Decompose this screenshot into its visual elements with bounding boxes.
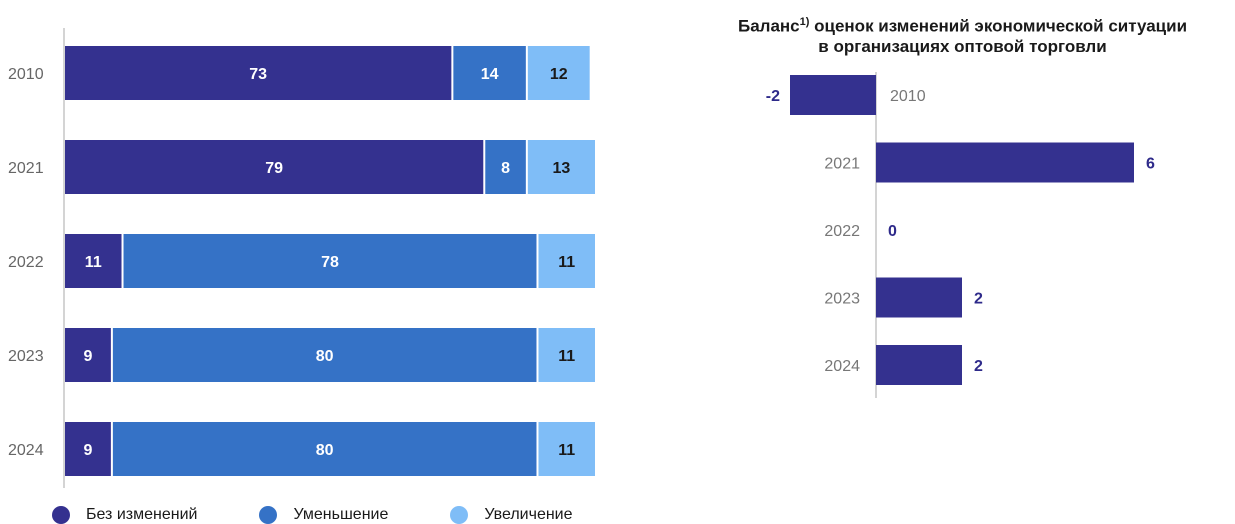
data-label: 11 [558, 254, 575, 271]
bar-segment [538, 422, 595, 476]
category-label: 2022 [8, 254, 44, 271]
bar-segment [112, 422, 537, 476]
category-label: 2010 [8, 66, 44, 83]
bar [876, 345, 962, 385]
bar-segment [538, 328, 595, 382]
bar-segment [65, 422, 111, 476]
legend-label: Уменьшение [293, 506, 389, 523]
data-label: 2 [974, 291, 983, 308]
data-label: -2 [766, 88, 780, 105]
data-label: 0 [888, 223, 897, 240]
balance-bar-chart: 2010 -2 2021 6 2022 0 2023 2 2024 2 [766, 72, 1155, 398]
data-label: 9 [83, 348, 92, 365]
bar [876, 142, 1134, 183]
category-label: 2021 [8, 160, 44, 177]
data-label: 6 [1146, 156, 1155, 173]
chart-title: Баланс1) оценок изменений экономической … [690, 12, 1235, 57]
legend-label: Без изменений [86, 506, 198, 523]
bar-segment [527, 46, 590, 100]
category-label: 2023 [8, 348, 44, 365]
category-label: 2021 [824, 156, 860, 173]
bar-segment [112, 328, 537, 382]
data-label: 13 [553, 160, 571, 177]
chart-title-footnote-mark: 1) [799, 16, 810, 28]
chart-title-line2: в организациях оптовой торговли [818, 36, 1107, 56]
bar-segment [538, 234, 595, 288]
bar-segment [65, 234, 122, 288]
bar-segment [65, 328, 111, 382]
data-label: 78 [321, 254, 339, 271]
category-label: 2023 [824, 291, 860, 308]
data-label: 11 [558, 442, 575, 459]
data-label: 80 [316, 442, 334, 459]
legend-item: Увеличение [450, 506, 573, 524]
legend-swatch [52, 506, 70, 524]
bar-segment [123, 234, 537, 288]
data-label: 11 [558, 348, 575, 365]
legend-item: Без изменений [52, 506, 197, 524]
legend-swatch [259, 506, 278, 524]
legend-item: Уменьшение [259, 506, 388, 524]
chart-title-main: Баланс [737, 16, 800, 36]
data-label: 2 [974, 358, 983, 375]
legend: Без изменений Уменьшение Увеличение [52, 506, 635, 524]
category-label: 2022 [824, 223, 860, 240]
category-label: 2024 [8, 442, 44, 459]
data-label: 14 [481, 66, 499, 83]
category-label: 2010 [890, 88, 926, 105]
bar-segment [485, 140, 526, 194]
bar-segment [453, 46, 526, 100]
legend-label: Увеличение [484, 506, 573, 523]
bar-segment [65, 46, 452, 100]
bar [790, 75, 876, 115]
data-label: 80 [316, 348, 334, 365]
stacked-bar-chart: 2010 73 14 12 2021 79 8 13 2022 11 78 11 2023 9 80 11 20… [8, 28, 595, 488]
bar [876, 277, 962, 318]
chart-title-rest: оценок изменений экономической ситуации [809, 16, 1188, 36]
category-label: 2024 [824, 358, 860, 375]
bar-segment [65, 140, 484, 194]
data-label: 73 [249, 66, 267, 83]
data-label: 12 [550, 66, 568, 83]
data-label: 79 [265, 160, 283, 177]
data-label: 8 [501, 160, 510, 177]
legend-swatch [450, 506, 469, 524]
data-label: 11 [85, 254, 102, 271]
bar-segment [527, 140, 595, 194]
data-label: 9 [83, 442, 92, 459]
